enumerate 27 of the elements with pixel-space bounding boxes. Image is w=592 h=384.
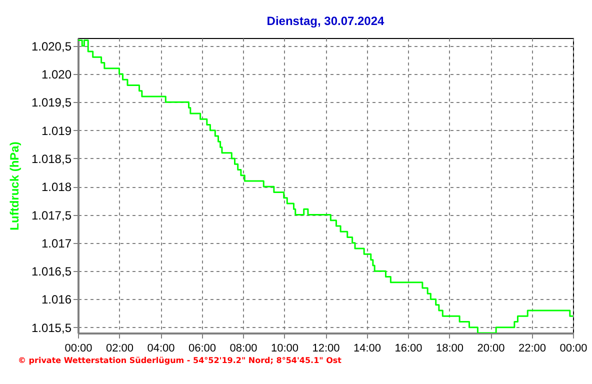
y-tick-label: 1.016: [41, 292, 72, 307]
x-tick-label: 00:00: [64, 342, 92, 354]
y-tick-label: 1.018,5: [31, 152, 72, 166]
x-tick-label: 02:00: [106, 342, 134, 354]
x-tick-label: 14:00: [353, 342, 382, 354]
x-tick-label: 04:00: [147, 342, 175, 354]
x-tick-label: 18:00: [436, 342, 464, 354]
y-tick-label: 1.017,5: [31, 208, 72, 222]
y-axis-title: Luftdruck (hPa): [7, 142, 22, 230]
y-tick-label: 1.019: [41, 124, 72, 138]
y-tick-label: 1.020,5: [31, 39, 72, 54]
y-tick-label: 1.015,5: [31, 320, 72, 335]
x-tick-label: 20:00: [477, 342, 505, 354]
x-tick-label: 08:00: [230, 342, 258, 354]
y-tick-label: 1.018: [41, 180, 72, 194]
y-tick-label: 1.016,5: [31, 264, 72, 279]
x-tick-label: 06:00: [188, 342, 216, 354]
x-tick-label: 10:00: [270, 342, 299, 354]
text: © private Wetterstation Süderlügum - 54°52'19.2" Nord; 8°54'45.1" Ost: [18, 356, 342, 365]
x-tick-label: 00:00: [560, 342, 588, 354]
x-tick-label: 12:00: [312, 342, 340, 354]
x-tick-label: 16:00: [394, 342, 422, 354]
chart-title: Dienstag, 30.07.2024: [266, 14, 385, 28]
y-tick-label: 1.019,5: [31, 96, 72, 110]
y-tick-label: 1.020: [41, 68, 72, 82]
y-tick-label: 1.017: [41, 236, 72, 250]
x-tick-label: 22:00: [518, 342, 546, 354]
